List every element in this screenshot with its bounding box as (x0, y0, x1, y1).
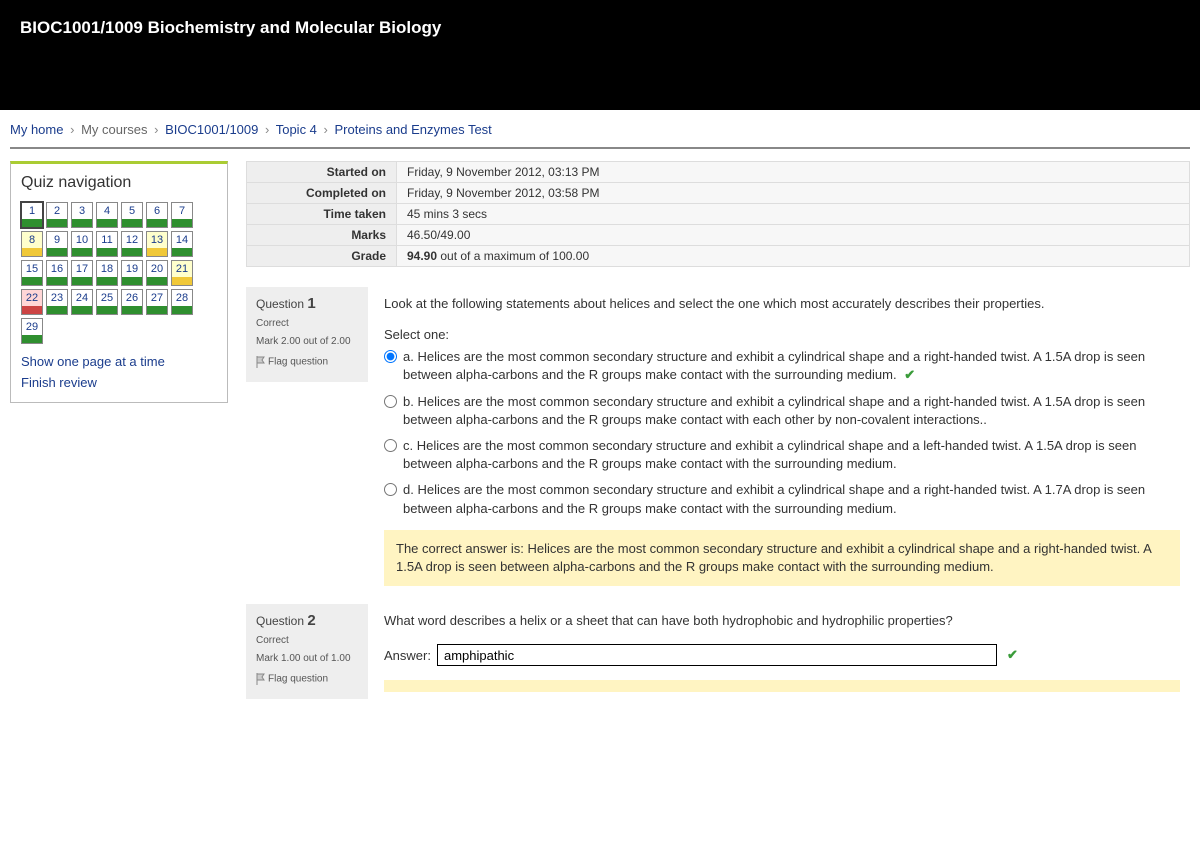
question-1-info: Question 1 Correct Mark 2.00 out of 2.00… (246, 287, 368, 382)
question-2-block: Question 2 Correct Mark 1.00 out of 1.00… (246, 604, 1190, 699)
qnav-button-13[interactable]: 13 (146, 231, 168, 257)
qnav-button-11[interactable]: 11 (96, 231, 118, 257)
qnav-button-18[interactable]: 18 (96, 260, 118, 286)
question-label: Question (256, 614, 304, 628)
qnav-button-23[interactable]: 23 (46, 289, 68, 315)
question-1-text: Look at the following statements about h… (384, 295, 1180, 313)
breadcrumb-sep: › (70, 122, 74, 137)
question-2-content: What word describes a helix or a sheet t… (368, 604, 1190, 692)
qnav-button-26[interactable]: 26 (121, 289, 143, 315)
qnav-button-1[interactable]: 1 (21, 202, 43, 228)
q1-feedback: The correct answer is: Helices are the m… (384, 530, 1180, 586)
started-on-label: Started on (247, 162, 397, 183)
qnav-button-2[interactable]: 2 (46, 202, 68, 228)
qnav-button-19[interactable]: 19 (121, 260, 143, 286)
correct-check-icon: ✔ (1007, 647, 1018, 663)
qnav-button-20[interactable]: 20 (146, 260, 168, 286)
qnav-button-24[interactable]: 24 (71, 289, 93, 315)
qnav-button-27[interactable]: 27 (146, 289, 168, 315)
q1-option-d[interactable]: d. Helices are the most common secondary… (384, 481, 1180, 517)
time-taken-value: 45 mins 3 secs (397, 204, 1190, 225)
q2-feedback-bar (384, 680, 1180, 692)
question-1-content: Look at the following statements about h… (368, 287, 1190, 586)
qnav-button-7[interactable]: 7 (171, 202, 193, 228)
course-title: BIOC1001/1009 Biochemistry and Molecular… (20, 18, 1180, 38)
qnav-button-15[interactable]: 15 (21, 260, 43, 286)
q1-radio-a[interactable] (384, 350, 397, 363)
qnav-button-3[interactable]: 3 (71, 202, 93, 228)
course-header: BIOC1001/1009 Biochemistry and Molecular… (0, 0, 1200, 110)
q1-radio-b[interactable] (384, 395, 397, 408)
breadcrumb-mycourses: My courses (81, 122, 147, 137)
q1-option-c[interactable]: c. Helices are the most common secondary… (384, 437, 1180, 473)
flag-icon (256, 356, 266, 368)
question-2-text: What word describes a helix or a sheet t… (384, 612, 1180, 630)
q1-radio-c[interactable] (384, 439, 397, 452)
marks-value: 46.50/49.00 (397, 225, 1190, 246)
flag-icon (256, 673, 266, 685)
qnav-button-8[interactable]: 8 (21, 231, 43, 257)
grade-label: Grade (247, 246, 397, 267)
qnav-button-16[interactable]: 16 (46, 260, 68, 286)
q1-radio-d[interactable] (384, 483, 397, 496)
breadcrumb-home[interactable]: My home (10, 122, 63, 137)
q2-answer-input[interactable] (437, 644, 997, 666)
qnav-button-28[interactable]: 28 (171, 289, 193, 315)
flag-question-1[interactable]: Flag question (256, 356, 358, 368)
breadcrumb-course[interactable]: BIOC1001/1009 (165, 122, 258, 137)
qnav-button-10[interactable]: 10 (71, 231, 93, 257)
question-1-block: Question 1 Correct Mark 2.00 out of 2.00… (246, 287, 1190, 586)
divider (10, 147, 1190, 149)
answer-label: Answer: (384, 648, 431, 663)
question-2-info: Question 2 Correct Mark 1.00 out of 1.00… (246, 604, 368, 699)
question-nav-grid: 1234567891011121314151617181920212223242… (21, 202, 217, 344)
question-number: 1 (307, 295, 315, 312)
question-2-state: Correct (256, 635, 358, 646)
breadcrumb-topic[interactable]: Topic 4 (276, 122, 317, 137)
flag-question-2[interactable]: Flag question (256, 673, 358, 685)
correct-check-icon: ✔ (904, 366, 915, 384)
qnav-button-14[interactable]: 14 (171, 231, 193, 257)
grade-value: 94.90 out of a maximum of 100.00 (397, 246, 1190, 267)
completed-on-value: Friday, 9 November 2012, 03:58 PM (397, 183, 1190, 204)
q1-option-a[interactable]: a. Helices are the most common secondary… (384, 348, 1180, 384)
breadcrumb-sep: › (265, 122, 269, 137)
question-2-mark: Mark 1.00 out of 1.00 (256, 652, 358, 665)
breadcrumb-sep: › (154, 122, 158, 137)
qnav-button-6[interactable]: 6 (146, 202, 168, 228)
select-one-prompt: Select one: (384, 327, 1180, 342)
time-taken-label: Time taken (247, 204, 397, 225)
quiz-navigation-block: Quiz navigation 123456789101112131415161… (10, 161, 228, 403)
started-on-value: Friday, 9 November 2012, 03:13 PM (397, 162, 1190, 183)
breadcrumb: My home › My courses › BIOC1001/1009 › T… (0, 110, 1200, 147)
question-1-state: Correct (256, 318, 358, 329)
completed-on-label: Completed on (247, 183, 397, 204)
attempt-summary-table: Started onFriday, 9 November 2012, 03:13… (246, 161, 1190, 267)
question-label: Question (256, 297, 304, 311)
question-number: 2 (307, 612, 315, 629)
qnav-button-21[interactable]: 21 (171, 260, 193, 286)
breadcrumb-quiz[interactable]: Proteins and Enzymes Test (335, 122, 492, 137)
finish-review-link[interactable]: Finish review (21, 375, 217, 390)
quiz-nav-title: Quiz navigation (21, 174, 217, 192)
breadcrumb-sep: › (324, 122, 328, 137)
qnav-button-4[interactable]: 4 (96, 202, 118, 228)
question-1-mark: Mark 2.00 out of 2.00 (256, 335, 358, 348)
qnav-button-17[interactable]: 17 (71, 260, 93, 286)
show-one-page-link[interactable]: Show one page at a time (21, 354, 217, 369)
qnav-button-25[interactable]: 25 (96, 289, 118, 315)
qnav-button-12[interactable]: 12 (121, 231, 143, 257)
qnav-button-22[interactable]: 22 (21, 289, 43, 315)
q1-option-b[interactable]: b. Helices are the most common secondary… (384, 393, 1180, 429)
marks-label: Marks (247, 225, 397, 246)
qnav-button-29[interactable]: 29 (21, 318, 43, 344)
qnav-button-9[interactable]: 9 (46, 231, 68, 257)
qnav-button-5[interactable]: 5 (121, 202, 143, 228)
